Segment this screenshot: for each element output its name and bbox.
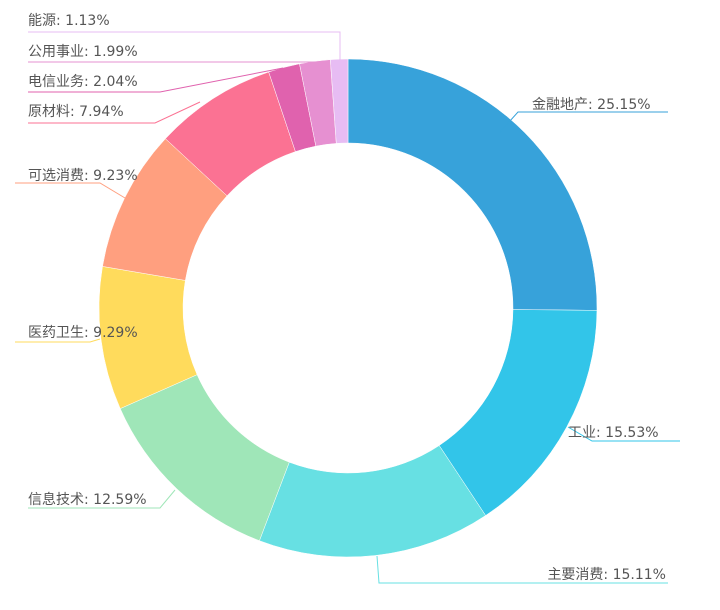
slice-label: 公用事业: 1.99% [28, 44, 138, 60]
slice-labels: 金融地产: 25.15% 工业: 15.53% 主要消费: 15.11% 信息技术: … [28, 13, 666, 583]
slice-金融地产[interactable] [347, 58, 598, 311]
slice-label: 可选消费: 9.23% [28, 168, 138, 184]
label-leader-lines [15, 31, 680, 584]
leader-line [28, 101, 201, 124]
slice-能源[interactable] [330, 58, 349, 144]
leader-line [28, 67, 284, 93]
leader-line [15, 338, 101, 343]
leader-line [567, 426, 680, 442]
leader-line [15, 182, 126, 199]
slice-label: 能源: 1.13% [28, 13, 110, 29]
donut-slices [98, 58, 598, 558]
slice-label: 主要消费: 15.11% [547, 567, 666, 583]
slice-label: 金融地产: 25.15% [532, 97, 651, 113]
slice-label: 工业: 15.53% [568, 425, 659, 441]
leader-line [499, 111, 668, 133]
slice-信息技术[interactable] [119, 374, 290, 542]
leader-line [376, 555, 668, 584]
slice-label: 医药卫生: 9.29% [28, 325, 138, 341]
leader-line [28, 489, 176, 509]
slice-label: 原材料: 7.94% [28, 104, 124, 120]
leader-line [28, 31, 341, 60]
slice-label: 信息技术: 12.59% [28, 491, 147, 508]
slice-label: 电信业务: 2.04% [28, 74, 138, 90]
